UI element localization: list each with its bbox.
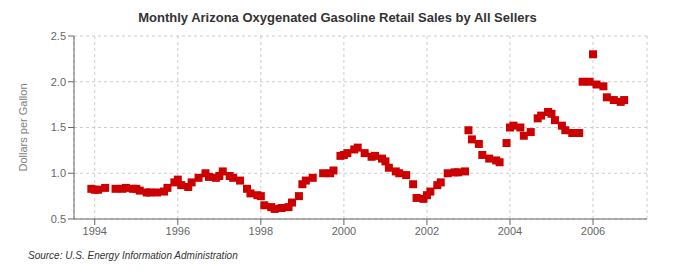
svg-text:2002: 2002: [415, 225, 439, 237]
html-text:Source: U.S. Energy Informatio: Source: U.S. Energy Information Administ…: [28, 250, 238, 261]
svg-text:2.5: 2.5: [51, 30, 66, 42]
svg-text:2006: 2006: [581, 225, 605, 237]
svg-text:2000: 2000: [332, 225, 356, 237]
svg-text:Dollars per Gallon: Dollars per Gallon: [17, 83, 29, 171]
svg-text:2004: 2004: [498, 225, 522, 237]
html-text:Monthly Arizona Oxygenated Gas: Monthly Arizona Oxygenated Gasoline Reta…: [138, 10, 537, 25]
svg-text:0.5: 0.5: [51, 213, 66, 225]
svg-text:1998: 1998: [249, 225, 273, 237]
svg-text:1.5: 1.5: [51, 121, 66, 133]
svg-text:1994: 1994: [83, 225, 107, 237]
svg-text:2.0: 2.0: [51, 76, 66, 88]
svg-text:1.0: 1.0: [51, 167, 66, 179]
svg-text:1996: 1996: [166, 225, 190, 237]
